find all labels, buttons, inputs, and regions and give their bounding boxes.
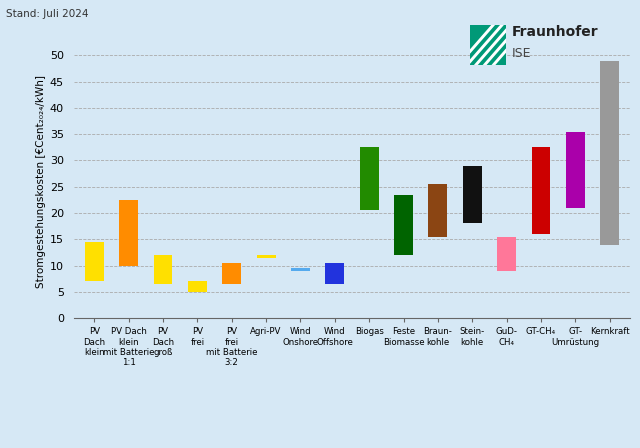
Bar: [154, 255, 172, 284]
Text: Stand: Juli 2024: Stand: Juli 2024: [6, 9, 89, 19]
Bar: [394, 194, 413, 255]
Bar: [497, 237, 516, 271]
Polygon shape: [465, 25, 504, 65]
Y-axis label: Stromgestehungskosten [€Cent₂₀₂₄/kWh]: Stromgestehungskosten [€Cent₂₀₂₄/kWh]: [36, 75, 45, 288]
Bar: [325, 263, 344, 284]
Polygon shape: [474, 25, 513, 65]
Bar: [188, 281, 207, 292]
Text: ISE: ISE: [512, 47, 531, 60]
Polygon shape: [456, 25, 495, 65]
Bar: [532, 147, 550, 234]
Bar: [360, 147, 379, 211]
Bar: [291, 268, 310, 271]
Bar: [84, 242, 104, 281]
Bar: [119, 200, 138, 266]
Bar: [600, 60, 620, 245]
Bar: [257, 255, 276, 258]
Bar: [463, 166, 482, 224]
Bar: [428, 184, 447, 237]
Bar: [566, 132, 585, 208]
FancyBboxPatch shape: [470, 25, 506, 65]
Text: Fraunhofer: Fraunhofer: [512, 25, 598, 39]
Polygon shape: [483, 25, 522, 65]
Polygon shape: [492, 25, 531, 65]
Bar: [222, 263, 241, 284]
